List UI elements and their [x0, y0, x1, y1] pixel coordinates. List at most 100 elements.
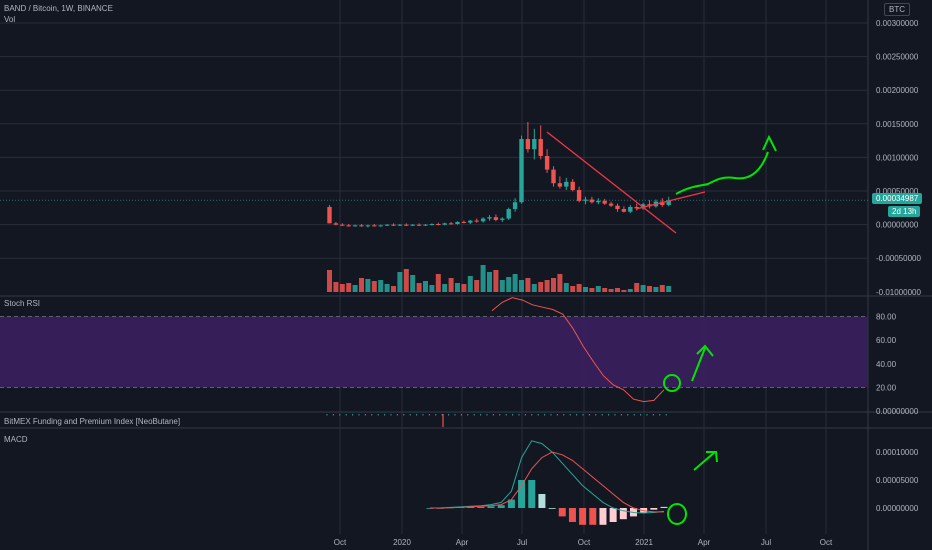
volume-bar [487, 272, 492, 292]
time-tick-label: 2020 [393, 538, 411, 547]
volume-bars [327, 265, 672, 292]
macd-circle-annotation [667, 503, 687, 525]
candle-body [564, 181, 569, 187]
volume-bar [442, 284, 448, 292]
volume-bar [640, 285, 646, 292]
countdown-badge: 2d 13h [888, 206, 921, 217]
candle-body [544, 156, 550, 170]
stoch-tick-label: 0.00000000 [876, 407, 919, 416]
candle-body [602, 200, 607, 204]
volume-bar [435, 274, 441, 292]
macd-histogram-bar [558, 508, 566, 517]
macd-histogram-bar [640, 508, 648, 513]
stoch-arrow-annotation [691, 344, 714, 382]
stoch-tick-label: 60.00 [876, 336, 897, 345]
volume-bar [576, 284, 582, 292]
volume-bar [352, 285, 358, 292]
time-tick-label: Oct [578, 538, 591, 547]
macd-plot [426, 440, 668, 525]
macd-tick-label: 0.00010000 [876, 448, 919, 457]
time-tick-label: Oct [820, 538, 833, 547]
volume-bar [448, 278, 454, 292]
candle-body [416, 224, 422, 226]
macd-histogram-bar [568, 508, 576, 522]
macd-histogram-bar [548, 508, 556, 509]
volume-bar [544, 280, 550, 292]
candle-body [410, 224, 415, 226]
projection-arrow-head [762, 134, 777, 152]
time-tick-label: Apr [456, 538, 469, 547]
candle-body [576, 190, 582, 201]
macd-histogram-bar [660, 506, 668, 508]
macd-arrow-annotation [693, 451, 718, 471]
macd-label: MACD [4, 435, 28, 444]
candlesticks [327, 122, 671, 228]
candle-body [640, 204, 646, 209]
volume-bar [589, 288, 595, 292]
time-tick-label: Apr [698, 538, 711, 547]
price-tick-label: 0.00000000 [876, 221, 919, 230]
candle-body [436, 224, 441, 225]
candle-body [538, 139, 543, 156]
volume-bar [531, 284, 537, 292]
candle-body [391, 224, 396, 226]
candle-body [621, 209, 627, 212]
price-tick-label: 0.00050000 [876, 187, 919, 196]
volume-label: Vol [4, 15, 16, 24]
price-tick-label: -0.00050000 [876, 254, 921, 263]
volume-bar [339, 284, 345, 292]
candle-body [493, 217, 499, 220]
chart-title: BAND / Bitcoin, 1W, BINANCE [4, 4, 113, 13]
signal-line [430, 451, 664, 513]
candle-body [615, 205, 620, 210]
candle-body [384, 224, 390, 226]
candle-body [628, 207, 633, 212]
volume-bar [333, 282, 339, 292]
candle-body [333, 223, 339, 225]
macd-histogram-bar [538, 494, 546, 508]
macd-histogram-bar [487, 506, 495, 508]
volume-bar [467, 276, 473, 292]
candle-body [397, 224, 403, 226]
macd-line [430, 440, 665, 514]
candle-body [352, 225, 358, 227]
candle-body [359, 225, 364, 227]
candle-body [474, 220, 479, 222]
volume-bar [557, 274, 563, 292]
candle-body [519, 139, 524, 203]
currency-badge[interactable]: BTC [884, 3, 910, 16]
volume-bar [563, 283, 569, 292]
candle-body [372, 225, 377, 227]
candle-body [455, 221, 460, 224]
macd-histogram-bar [579, 508, 587, 525]
volume-bar [538, 282, 544, 292]
time-axis[interactable]: Oct 2020 Apr Jul Oct 2021 Apr Jul Oct [334, 538, 833, 547]
candle-body [442, 223, 447, 225]
candle-body [429, 224, 435, 225]
volume-bar [647, 286, 652, 292]
price-tick-label: 0.00100000 [876, 153, 919, 162]
price-axis[interactable]: 0.00300000 0.00250000 0.00200000 0.00150000… [876, 19, 921, 513]
volume-bar [570, 286, 576, 292]
price-tick-label: 0.00300000 [876, 19, 919, 28]
candle-body [500, 218, 505, 220]
volume-bar [371, 281, 377, 292]
volume-bar [384, 284, 390, 292]
volume-bar [666, 286, 672, 292]
candle-body [551, 169, 556, 184]
price-tick-label: 0.00200000 [876, 86, 919, 95]
volume-bar [423, 281, 428, 292]
volume-bar [525, 278, 531, 292]
stoch-tick-label: 40.00 [876, 360, 897, 369]
price-tick-label: -0.01000000 [876, 288, 921, 297]
stoch-rsi-k-line [491, 297, 665, 403]
macd-tick-label: 0.00000000 [876, 504, 919, 513]
projection-arrow-curve [675, 151, 769, 195]
volume-bar [391, 286, 396, 292]
macd-histogram-bar [507, 499, 515, 508]
candle-body [570, 181, 575, 190]
volume-bar [519, 280, 524, 292]
volume-bar [474, 280, 480, 292]
stoch-rsi-label: Stoch RSI [4, 299, 41, 308]
